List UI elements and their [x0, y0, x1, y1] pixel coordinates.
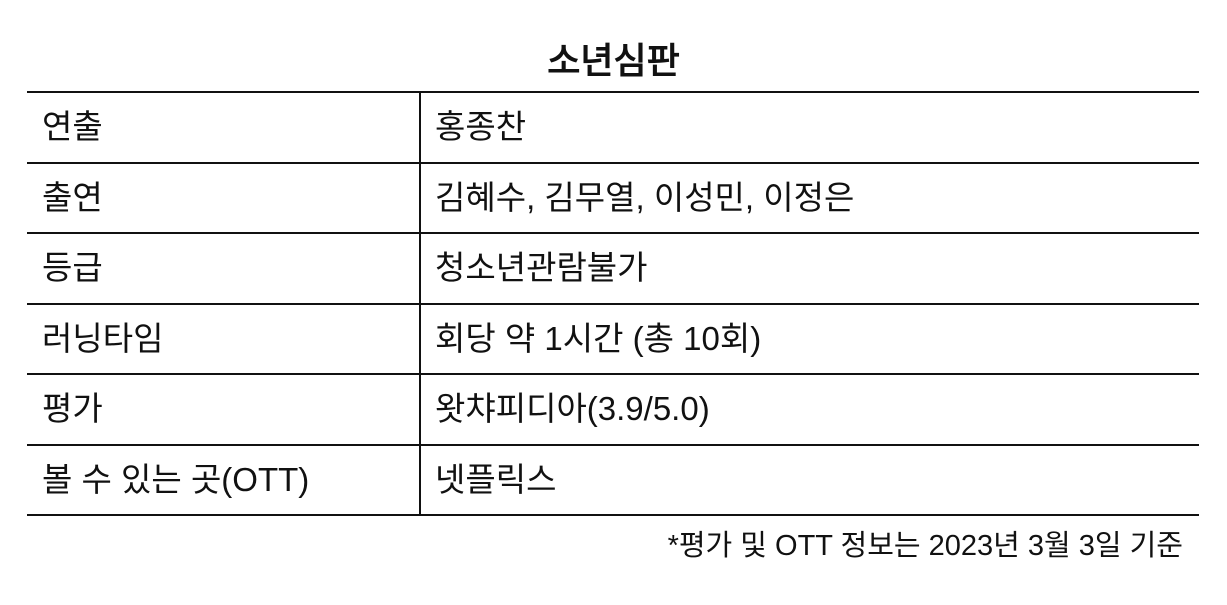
- row-label: 등급: [27, 234, 421, 303]
- row-value: 청소년관람불가: [435, 249, 648, 286]
- row-value: 홍종찬: [435, 108, 527, 145]
- table-row: 출연 김혜수, 김무열, 이성민, 이정은: [27, 163, 1199, 234]
- row-value: 왓챠피디아(3.9/5.0): [435, 390, 710, 427]
- table-row: 볼 수 있는 곳(OTT) 넷플릭스: [27, 445, 1199, 516]
- table-row: 평가 왓챠피디아(3.9/5.0): [27, 375, 1199, 446]
- row-label: 출연: [27, 163, 421, 232]
- table-row: 등급 청소년관람불가: [27, 234, 1199, 305]
- row-value: 김혜수, 김무열, 이성민, 이정은: [435, 178, 855, 216]
- row-label: 연출: [27, 93, 421, 162]
- table-title: 소년심판: [547, 40, 680, 81]
- row-label: 평가: [27, 375, 421, 444]
- table-row: 연출 홍종찬: [27, 93, 1199, 164]
- table-row: 러닝타임 회당 약 1시간 (총 10회): [27, 304, 1199, 375]
- row-value: 회당 약 1시간 (총 10회): [435, 319, 762, 357]
- row-label: 볼 수 있는 곳(OTT): [27, 445, 421, 514]
- footnote: *평가 및 OTT 정보는 2023년 3월 3일 기준: [667, 530, 1183, 562]
- info-table: 연출 홍종찬 출연 김혜수, 김무열, 이성민, 이정은 등급 청소년관람불가 …: [27, 91, 1199, 516]
- row-value: 넷플릭스: [435, 460, 557, 498]
- row-label: 러닝타임: [27, 304, 421, 373]
